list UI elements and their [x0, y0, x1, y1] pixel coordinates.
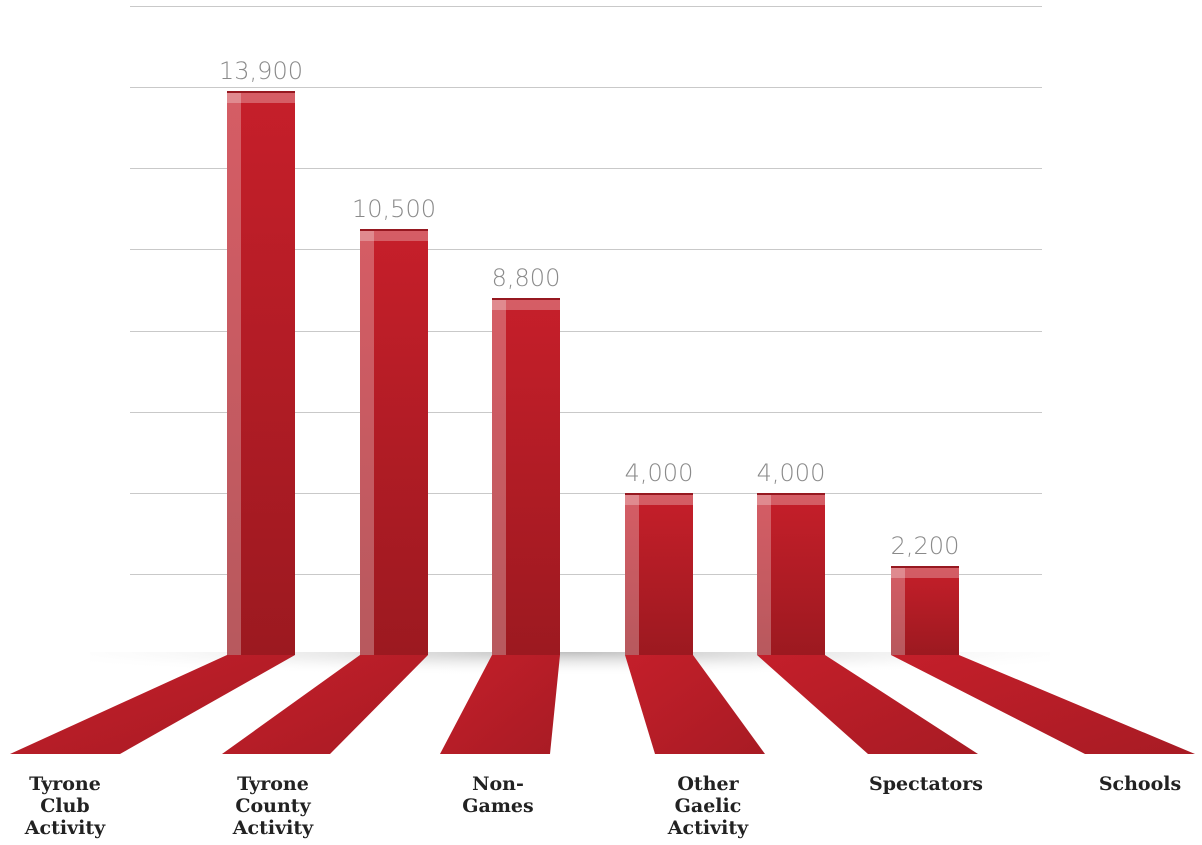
bar-floor-ray: [440, 655, 560, 754]
bar-bevel-left: [757, 493, 771, 655]
bar-floor-ray: [625, 655, 765, 754]
bar-floor-ray: [222, 655, 428, 754]
category-label: County: [235, 795, 311, 817]
bar: [227, 91, 295, 655]
value-label: 2,200: [891, 532, 960, 560]
bar-bevel-top: [360, 229, 428, 241]
bars: [227, 91, 959, 655]
bar-bevel-left: [360, 229, 374, 655]
value-labels: 13,900 10,500 8,800 4,000 4,000 2,200: [219, 57, 959, 560]
category-label: Schools: [1099, 773, 1181, 795]
bar-bevel-top: [891, 566, 959, 578]
bar-bevel-top: [757, 493, 825, 505]
value-label: 13,900: [219, 57, 303, 85]
category-label: Games: [462, 795, 533, 817]
category-label: Activity: [232, 817, 314, 839]
bar-floor-ray: [891, 655, 1195, 754]
bar-top-edge: [492, 298, 560, 300]
bar-bevel-top: [625, 493, 693, 505]
bar: [891, 566, 959, 655]
bar-bevel-left: [625, 493, 639, 655]
value-label: 8,800: [492, 264, 561, 292]
bar-top-edge: [227, 91, 295, 93]
bar: [625, 493, 693, 655]
bar-bevel-left: [492, 298, 506, 655]
bar-bevel-left: [227, 91, 241, 655]
value-label: 4,000: [757, 459, 826, 487]
bar-floor-ray: [10, 655, 295, 754]
category-label: Activity: [24, 817, 106, 839]
floor-rays: [10, 655, 1195, 754]
category-label: Non-: [472, 773, 524, 795]
category-label: Tyrone: [29, 773, 101, 795]
bar-bevel-left: [891, 566, 905, 655]
bar-bevel-top: [227, 91, 295, 103]
bar: [757, 493, 825, 655]
category-label: Spectators: [869, 773, 983, 795]
bar-top-edge: [891, 566, 959, 568]
bar: [492, 298, 560, 655]
bar-bevel-top: [492, 298, 560, 310]
category-label: Gaelic: [675, 795, 742, 817]
bar-top-edge: [625, 493, 693, 495]
bar: [360, 229, 428, 655]
category-label: Other: [677, 773, 739, 795]
value-label: 4,000: [625, 459, 694, 487]
category-label: Tyrone: [237, 773, 309, 795]
value-label: 10,500: [352, 195, 436, 223]
category-labels: TyroneClubActivityTyroneCountyActivityNo…: [24, 773, 1181, 839]
bar-floor-ray: [757, 655, 978, 754]
bar-top-edge: [757, 493, 825, 495]
bar-top-edge: [360, 229, 428, 231]
category-label: Activity: [667, 817, 749, 839]
category-label: Club: [40, 795, 89, 817]
